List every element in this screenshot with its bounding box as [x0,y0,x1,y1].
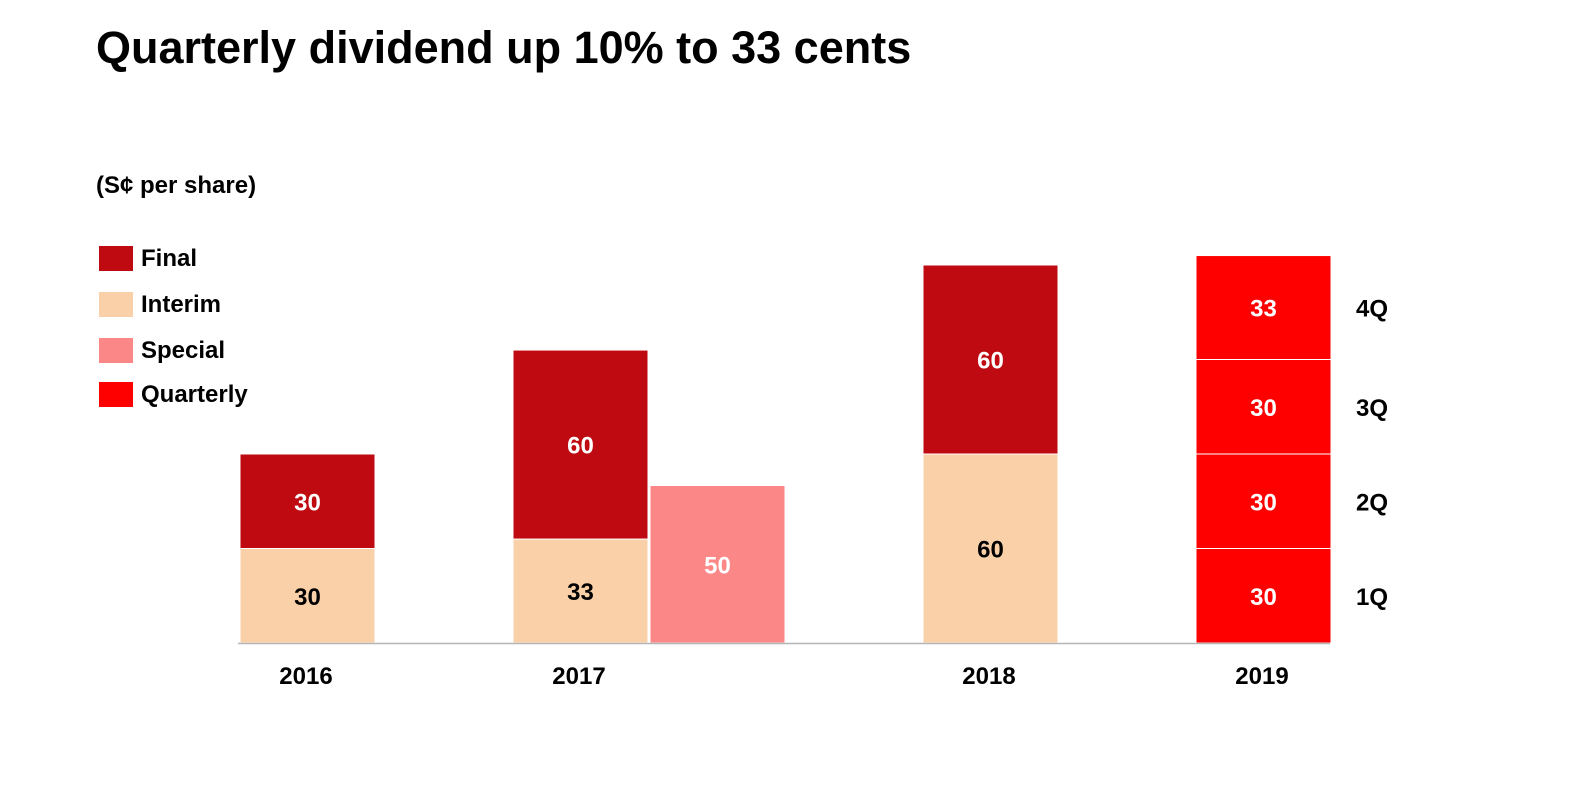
data-label-quarterly-2019-4q: 33 [1250,296,1277,323]
unit-label: (S¢ per share) [96,172,257,199]
legend-swatch-quarterly [99,382,133,407]
x-tick-label-2019: 2019 [1235,663,1288,690]
bar-quarterly-2019-3q [1195,359,1332,455]
data-label-special-2017: 50 [704,552,731,579]
quarter-label-4q: 4Q [1356,296,1388,323]
data-label-final-2017: 60 [567,433,594,460]
x-tick-label-2018: 2018 [962,663,1015,690]
x-tick-label-2017: 2017 [552,663,605,690]
legend-swatch-final [99,246,133,271]
bar-final-2017 [512,349,649,540]
bar-final-2018 [922,264,1059,455]
bar-interim-2018 [922,453,1059,644]
legend-swatch-special [99,338,133,363]
bar-quarterly-2019-2q [1195,453,1332,549]
bar-interim-2017 [512,538,649,644]
bar-interim-2016 [239,548,376,644]
legend-label-special: Special [141,337,226,364]
data-label-final-2018: 60 [977,348,1004,375]
quarter-label-1q: 1Q [1356,584,1388,611]
data-label-quarterly-2019-1q: 30 [1250,584,1277,611]
legend-swatch-interim [99,292,133,317]
bar-quarterly-2019-4q [1195,255,1332,360]
quarter-label-2q: 2Q [1356,489,1388,516]
bar-final-2016 [239,453,376,549]
bar-quarterly-2019-1q [1195,548,1332,644]
data-label-quarterly-2019-3q: 30 [1250,395,1277,422]
chart-title: Quarterly dividend up 10% to 33 cents [96,22,912,73]
data-label-interim-2016: 30 [294,584,321,611]
x-tick-label-2016: 2016 [279,663,332,690]
data-label-quarterly-2019-2q: 30 [1250,489,1277,516]
legend-label-quarterly: Quarterly [141,381,248,408]
data-label-interim-2018: 60 [977,537,1004,564]
legend-label-final: Final [141,245,198,272]
data-label-final-2016: 30 [294,489,321,516]
bar-special-2017 [649,485,786,644]
legend-label-interim: Interim [141,291,222,318]
quarter-label-3q: 3Q [1356,395,1388,422]
data-label-interim-2017: 33 [567,579,594,606]
